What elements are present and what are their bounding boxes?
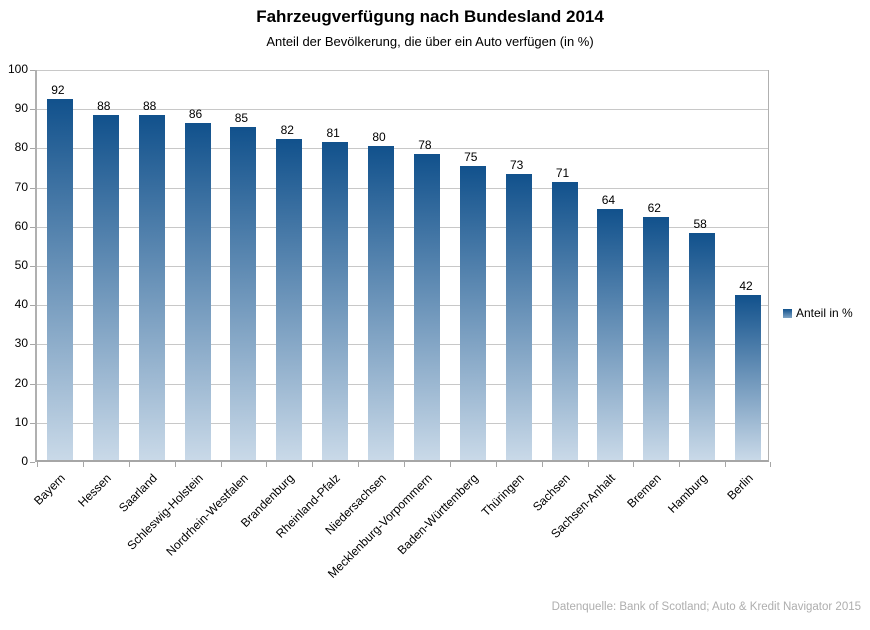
y-tick-mark (30, 462, 35, 463)
x-tick-mark (37, 462, 38, 467)
gridline (37, 109, 768, 111)
bar (92, 115, 119, 460)
bar-value-label: 80 (372, 130, 386, 145)
legend-color-swatch-icon (783, 308, 792, 318)
chart-title: Fahrzeugverfügung nach Bundesland 2014 (256, 7, 604, 26)
y-tick-mark (30, 187, 35, 189)
x-tick-mark (770, 462, 771, 467)
gridline (37, 148, 768, 150)
bar (597, 209, 624, 460)
bar-value-label: 42 (739, 279, 753, 294)
y-tick-mark (30, 148, 35, 150)
bar-value-label: 78 (418, 138, 432, 153)
x-tick-mark (266, 462, 268, 467)
y-tick-mark (30, 266, 35, 267)
legend: Anteil in % (783, 306, 853, 320)
bar (184, 122, 211, 460)
x-tick-mark (82, 462, 84, 467)
y-tick-label: 70 (14, 179, 28, 194)
y-tick-mark (30, 226, 35, 228)
bar-value-label: 62 (647, 200, 661, 215)
bar (551, 181, 578, 460)
x-tick-mark (541, 462, 543, 467)
y-tick-label: 10 (14, 414, 28, 429)
x-tick-mark (633, 462, 635, 467)
x-tick-mark (128, 462, 130, 467)
gridline (37, 266, 768, 267)
y-tick-label: 20 (14, 375, 28, 390)
y-tick-mark (30, 344, 35, 346)
y-tick-label: 50 (14, 258, 28, 272)
bar (505, 173, 532, 460)
x-tick-mark (220, 462, 222, 467)
gridline (37, 383, 768, 385)
x-tick-mark (679, 462, 681, 467)
x-tick-mark (495, 462, 497, 467)
y-tick-mark (30, 422, 35, 424)
bar-value-label: 73 (510, 157, 524, 172)
gridline (37, 70, 768, 71)
y-tick-label: 0 (21, 454, 28, 468)
y-tick-mark (30, 70, 35, 71)
bar-value-label: 64 (601, 193, 616, 208)
y-tick-label: 40 (14, 297, 28, 312)
source-note: Datenquelle: Bank of Scotland; Auto & Kr… (551, 601, 861, 613)
y-tick-label: 80 (14, 140, 28, 155)
bar-value-label: 88 (97, 99, 111, 114)
x-tick-mark (725, 462, 727, 467)
gridline (37, 187, 768, 189)
bar (735, 295, 762, 460)
plot-area (30, 70, 771, 467)
y-tick-mark (30, 383, 35, 385)
bar (689, 232, 716, 460)
x-tick-mark (587, 462, 589, 467)
chart-subtitle: Anteil der Bevölkerung, die über ein Aut… (266, 34, 594, 49)
y-tick-label: 30 (14, 336, 28, 351)
x-tick-mark (312, 462, 314, 467)
bar (276, 138, 303, 460)
bar (230, 126, 257, 460)
gridline (37, 305, 768, 307)
bar (413, 154, 440, 460)
legend-label: Anteil in % (796, 306, 853, 320)
x-tick-mark (449, 462, 451, 467)
bar-value-label: 88 (143, 99, 157, 114)
bar-value-label: 85 (234, 110, 249, 125)
y-tick-label: 100 (7, 62, 28, 76)
bar (459, 166, 486, 460)
bar (138, 115, 165, 460)
bar-value-label: 71 (555, 165, 570, 180)
x-tick-mark (404, 462, 405, 467)
bar-value-label: 86 (188, 106, 203, 121)
bar-value-label: 92 (51, 83, 65, 98)
bar (643, 216, 670, 460)
x-tick-mark (358, 462, 360, 467)
y-tick-label: 60 (14, 218, 28, 233)
bar-value-label: 58 (693, 216, 707, 231)
bar (322, 142, 349, 460)
gridline (37, 422, 768, 424)
x-tick-mark (174, 462, 176, 467)
bar-value-label: 75 (464, 150, 478, 164)
bar (46, 99, 73, 460)
bar-value-label: 82 (280, 122, 294, 137)
gridline (37, 344, 768, 346)
y-tick-mark (30, 109, 35, 111)
y-tick-mark (30, 305, 35, 307)
gridline (37, 226, 768, 228)
bar (368, 146, 395, 460)
bar-value-label: 81 (326, 126, 340, 141)
y-tick-label: 90 (14, 101, 28, 116)
